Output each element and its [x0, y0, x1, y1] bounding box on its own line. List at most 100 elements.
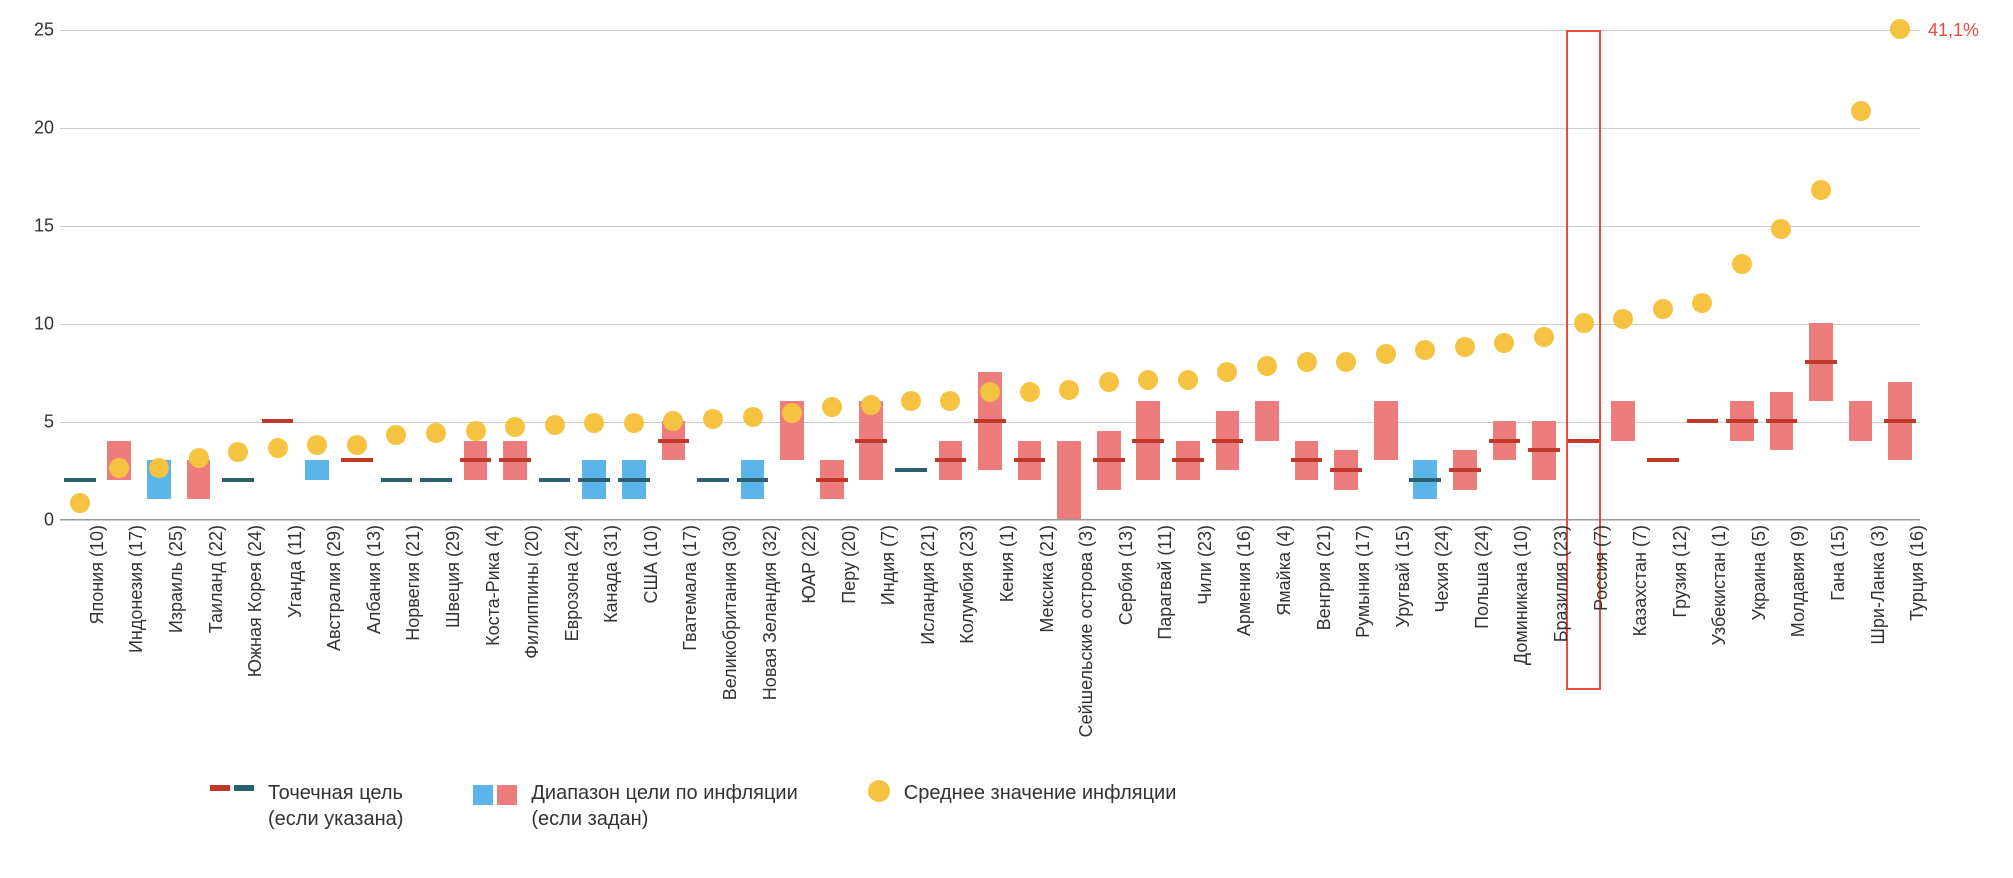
- x-tick-label: Турция (16): [1907, 525, 1928, 621]
- point-target: [658, 439, 690, 443]
- y-tick-label: 0: [25, 510, 60, 531]
- legend-point-target: Точечная цель (если указана): [210, 780, 403, 832]
- x-tick-label: Норвегия (21): [403, 525, 424, 641]
- avg-inflation-dot: [466, 421, 486, 441]
- point-target: [1409, 478, 1441, 482]
- x-tick-label: Чехия (24): [1432, 525, 1453, 612]
- country-slot: [1406, 30, 1446, 519]
- x-tick-label: Уругвай (15): [1393, 525, 1414, 627]
- point-target: [64, 478, 96, 482]
- point-target: [895, 468, 927, 472]
- point-target: [1093, 458, 1125, 462]
- x-tick-label: Россия (7): [1591, 525, 1612, 611]
- x-tick-label: Новая Зеландия (32): [760, 525, 781, 700]
- point-target: [420, 478, 452, 482]
- country-slot: [416, 30, 456, 519]
- avg-inflation-dot: [743, 407, 763, 427]
- legend-avg: Среднее значение инфляции: [868, 780, 1177, 806]
- x-tick-label: Шри-Ланка (3): [1868, 525, 1889, 645]
- legend-range: Диапазон цели по инфляции (если задан): [473, 780, 797, 832]
- x-tick-label: Румыния (17): [1353, 525, 1374, 638]
- country-slot: [1841, 30, 1881, 519]
- x-tick-label: Таиланд (22): [206, 525, 227, 633]
- x-tick-label: Чили (23): [1195, 525, 1216, 605]
- x-tick-label: Молдавия (9): [1788, 525, 1809, 637]
- x-tick-label: Венгрия (21): [1314, 525, 1335, 630]
- avg-inflation-dot: [901, 391, 921, 411]
- avg-inflation-dot: [505, 417, 525, 437]
- country-slot: [495, 30, 535, 519]
- x-tick-label: Парагвай (11): [1155, 525, 1176, 640]
- avg-inflation-dot: [1099, 372, 1119, 392]
- avg-inflation-dot: [109, 458, 129, 478]
- avg-inflation-dot: [228, 442, 248, 462]
- country-slot: [1524, 30, 1564, 519]
- x-tick-label: Канада (31): [601, 525, 622, 623]
- avg-inflation-dot: [1336, 352, 1356, 372]
- country-slot: [1287, 30, 1327, 519]
- x-tick-label: Южная Корея (24): [245, 525, 266, 677]
- x-tick-label: Сербия (13): [1116, 525, 1137, 625]
- avg-inflation-dot: [1811, 180, 1831, 200]
- country-slot: [1880, 30, 1920, 519]
- country-slot: [614, 30, 654, 519]
- country-slot: [1445, 30, 1485, 519]
- x-tick-label: Бразилия (23): [1551, 525, 1572, 642]
- point-target: [1766, 419, 1798, 423]
- country-slot: [1564, 30, 1604, 519]
- country-slot: [100, 30, 140, 519]
- point-target: [1172, 458, 1204, 462]
- y-tick-label: 5: [25, 412, 60, 433]
- legend-label: Точечная цель: [268, 780, 403, 806]
- point-target: [1687, 419, 1719, 423]
- x-tick-label: Филиппины (20): [522, 525, 543, 659]
- avg-inflation-dot: [1574, 313, 1594, 333]
- avg-inflation-dot: [1692, 293, 1712, 313]
- avg-inflation-dot: [1217, 362, 1237, 382]
- x-tick-label: Албания (13): [364, 525, 385, 634]
- y-tick-label: 25: [25, 20, 60, 41]
- point-target: [381, 478, 413, 482]
- avg-inflation-dot: [347, 435, 367, 455]
- country-slot: [179, 30, 219, 519]
- x-tick-label: Гватемала (17): [680, 525, 701, 651]
- plot-area: 0510152025 41,1%: [60, 30, 1920, 520]
- point-target: [460, 458, 492, 462]
- avg-inflation-dot: [703, 409, 723, 429]
- legend-label: (если указана): [268, 806, 403, 832]
- x-axis: Япония (10)Индонезия (17)Израиль (25)Таи…: [60, 525, 1920, 775]
- country-slot: [772, 30, 812, 519]
- x-tick-label: Ямайка (4): [1274, 525, 1295, 616]
- country-slot: [1010, 30, 1050, 519]
- country-slot: [1643, 30, 1683, 519]
- avg-inflation-dot: [1059, 380, 1079, 400]
- legend: Точечная цель (если указана) Диапазон це…: [210, 780, 1176, 832]
- country-slot: [1168, 30, 1208, 519]
- range-bar: [1057, 441, 1081, 519]
- point-target: [1884, 419, 1916, 423]
- x-tick-label: Грузия (12): [1670, 525, 1691, 618]
- point-target: [1726, 419, 1758, 423]
- country-slot: [733, 30, 773, 519]
- country-slot: [654, 30, 694, 519]
- x-tick-label: Великобритания (30): [720, 525, 741, 700]
- legend-swatch-range-blue: [473, 785, 493, 805]
- point-target: [1330, 468, 1362, 472]
- avg-inflation-dot: [782, 403, 802, 423]
- x-tick-label: Казахстан (7): [1630, 525, 1651, 636]
- legend-swatch-avg-dot: [868, 780, 890, 802]
- point-target: [935, 458, 967, 462]
- country-slot: [812, 30, 852, 519]
- range-bar: [1849, 401, 1873, 440]
- avg-inflation-dot: [1494, 333, 1514, 353]
- country-slot: [1326, 30, 1366, 519]
- country-slot: [1683, 30, 1723, 519]
- country-slot: [1129, 30, 1169, 519]
- avg-inflation-dot: [307, 435, 327, 455]
- annotation-turkey: 41,1%: [1928, 20, 1979, 41]
- x-tick-label: Израиль (25): [166, 525, 187, 633]
- avg-inflation-dot: [1415, 340, 1435, 360]
- point-target: [1528, 448, 1560, 452]
- x-tick-label: Исландия (21): [918, 525, 939, 645]
- x-tick-label: США (10): [641, 525, 662, 604]
